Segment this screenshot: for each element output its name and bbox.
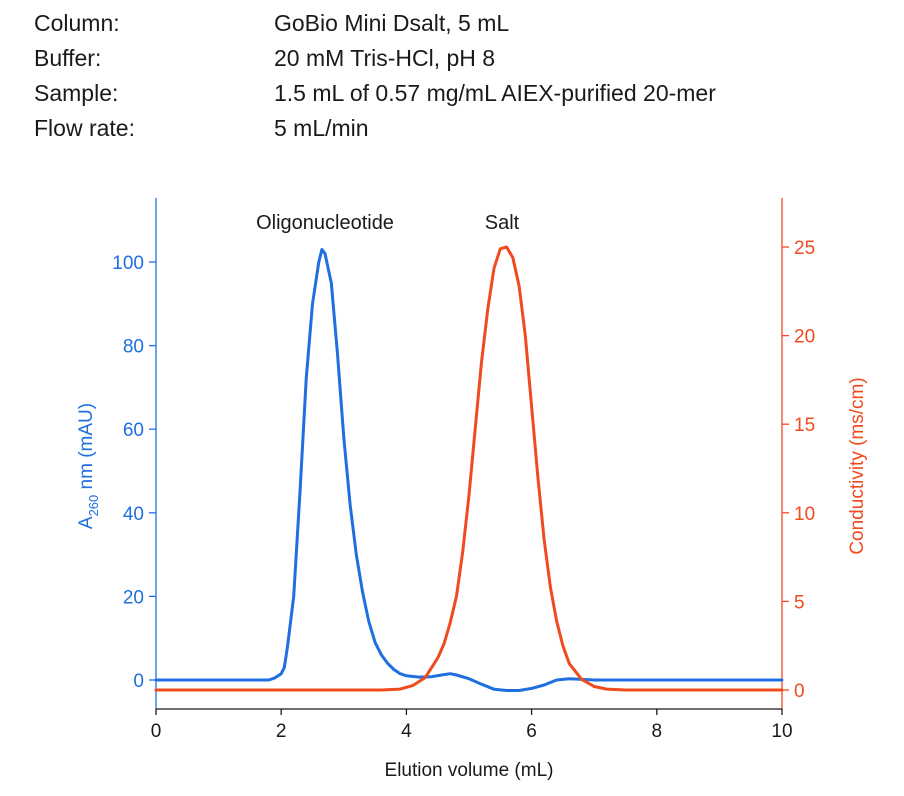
left-axis-label-main: A [76,516,97,529]
info-label: Buffer: [34,45,102,71]
x-tick-label: 8 [652,721,663,742]
right-tick-label: 25 [794,238,815,259]
right-tick-label: 0 [794,681,805,702]
info-label: Flow rate: [34,115,135,141]
x-axis-label: Elution volume (mL) [385,760,554,781]
left-tick-label: 80 [123,337,144,358]
info-value: GoBio Mini Dsalt, 5 mL [274,10,510,36]
right-tick-label: 20 [794,327,815,348]
info-value: 5 mL/min [274,115,369,141]
right-tick-label: 15 [794,415,815,436]
conductivity-series-line [154,245,784,692]
right-tick-label: 5 [794,592,805,613]
x-tick-label: 2 [276,721,287,742]
left-tick-label: 40 [123,504,144,525]
annotation-oligonucleotide: Oligonucleotide [256,212,394,234]
right-axis-label: Conductivity (ms/cm) [847,377,868,554]
x-tick-label: 10 [771,721,792,742]
info-row-column: Column: GoBio Mini Dsalt, 5 mL [34,6,716,41]
annotation-salt: Salt [485,212,520,234]
x-tick-label: 4 [401,721,412,742]
info-row-sample: Sample: 1.5 mL of 0.57 mg/mL AIEX-purifi… [34,76,716,111]
info-label: Column: [34,10,120,36]
info-value: 20 mM Tris-HCl, pH 8 [274,45,496,71]
run-conditions: Column: GoBio Mini Dsalt, 5 mL Buffer: 2… [34,6,716,146]
chart-labels: Oligonucleotide Salt Elution volume (mL)… [76,212,868,781]
left-tick-label: 20 [123,587,144,608]
info-label: Sample: [34,80,119,106]
left-axis-label: A260 nm (mAU) [76,403,101,529]
left-tick-label: 0 [133,671,144,692]
x-tick-label: 0 [151,721,162,742]
info-row-buffer: Buffer: 20 mM Tris-HCl, pH 8 [34,41,716,76]
left-axis-label-subscript: 260 [86,495,101,517]
x-tick-label: 6 [526,721,537,742]
left-axis-label-rest: nm (mAU) [76,403,97,495]
right-tick-label: 10 [794,504,815,525]
info-value: 1.5 mL of 0.57 mg/mL AIEX-purified 20-me… [274,80,716,106]
left-tick-label: 100 [112,253,144,274]
info-row-flow-rate: Flow rate: 5 mL/min [34,111,716,146]
absorbance-series-line [154,248,784,692]
left-tick-label: 60 [123,420,144,441]
chart-series [154,245,784,692]
